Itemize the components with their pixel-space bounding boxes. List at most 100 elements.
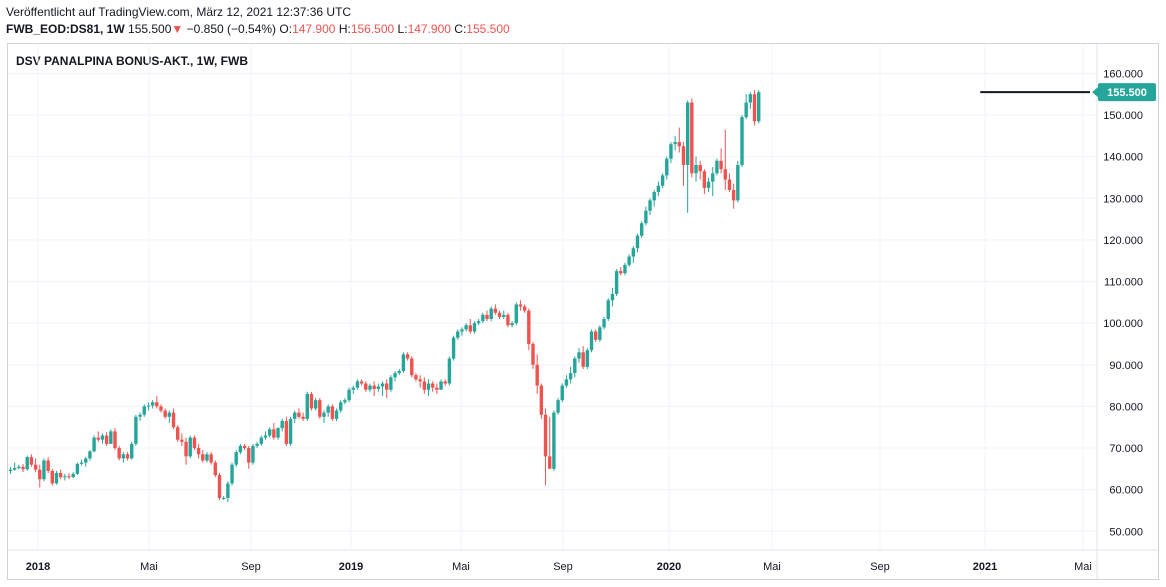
- candle-body: [581, 352, 585, 367]
- candle: [669, 142, 673, 163]
- candle: [25, 455, 29, 471]
- candle: [322, 410, 326, 424]
- candle-body: [196, 448, 201, 455]
- candle-body: [522, 306, 527, 311]
- candle-body: [510, 323, 514, 326]
- y-tick-label: 140.000: [1103, 152, 1143, 164]
- candle-body: [393, 373, 397, 378]
- candle-body: [167, 412, 172, 417]
- candle-body: [280, 420, 284, 429]
- candle-body: [234, 452, 238, 465]
- candle-body: [589, 331, 594, 351]
- candle: [63, 473, 67, 481]
- candle: [472, 321, 477, 334]
- candle-body: [21, 466, 25, 470]
- candle: [456, 329, 460, 340]
- candle-body: [740, 117, 744, 165]
- candle: [602, 316, 606, 330]
- candle-body: [702, 171, 707, 188]
- candle: [313, 398, 318, 411]
- candle-body: [230, 464, 234, 484]
- candle-body: [138, 414, 142, 417]
- candle: [493, 304, 498, 315]
- candle-body: [313, 400, 318, 409]
- candle-body: [669, 144, 673, 159]
- candle: [585, 348, 590, 369]
- candle: [757, 90, 761, 124]
- candle-body: [573, 358, 577, 374]
- candle: [251, 443, 255, 465]
- open-label: O:: [279, 22, 293, 36]
- candle: [272, 423, 276, 440]
- candle-body: [221, 497, 226, 499]
- candle: [167, 410, 172, 424]
- candle: [502, 310, 506, 319]
- candle: [677, 127, 681, 153]
- candle: [159, 404, 163, 413]
- candle: [422, 377, 427, 394]
- candle: [84, 457, 88, 467]
- candle-body: [493, 308, 498, 313]
- candle-body: [38, 469, 42, 480]
- down-arrow-icon: ▼: [171, 22, 184, 36]
- candle-body: [29, 457, 34, 465]
- candle-body: [552, 412, 556, 469]
- candle: [376, 383, 381, 392]
- candle: [656, 181, 661, 197]
- candle-body: [376, 386, 381, 389]
- candle-body: [17, 466, 21, 469]
- candle: [213, 460, 218, 478]
- candle: [598, 325, 602, 342]
- candle: [736, 160, 740, 203]
- low-label: L:: [397, 22, 408, 36]
- candle: [326, 404, 330, 417]
- candle-body: [447, 358, 452, 384]
- candle-body: [75, 463, 80, 474]
- candle-body: [305, 393, 309, 419]
- candle: [184, 437, 188, 465]
- candle-body: [619, 271, 623, 274]
- candle-body: [502, 314, 506, 317]
- candle: [527, 308, 531, 351]
- close-value: 155.500: [466, 22, 510, 36]
- candle-body: [368, 385, 372, 390]
- candle-body: [259, 437, 263, 444]
- candle-body: [334, 410, 339, 419]
- candle: [447, 356, 452, 386]
- x-tick-label: Mai: [1074, 561, 1092, 573]
- candle-body: [439, 381, 443, 390]
- candle: [426, 379, 431, 396]
- candle-body: [58, 472, 63, 478]
- candle: [752, 90, 757, 126]
- candle-body: [430, 383, 435, 388]
- candle: [21, 463, 25, 473]
- candle: [385, 379, 389, 399]
- candle: [418, 375, 422, 388]
- candle: [581, 346, 585, 369]
- candle-body: [715, 160, 719, 174]
- candle-body: [54, 472, 59, 484]
- y-tick-label: 110.000: [1104, 277, 1143, 289]
- candle: [12, 462, 17, 471]
- candle-body: [414, 375, 418, 380]
- candle-body: [410, 358, 414, 376]
- candle: [171, 408, 176, 430]
- candle: [489, 306, 493, 322]
- close-label: C:: [454, 22, 467, 36]
- candle-body: [134, 416, 138, 444]
- candle-body: [301, 416, 305, 419]
- candle: [439, 379, 443, 390]
- candle-body: [535, 364, 539, 386]
- candle-body: [67, 476, 71, 478]
- candle: [485, 310, 489, 322]
- candle: [531, 341, 535, 369]
- candle: [435, 383, 439, 394]
- candle-body: [117, 448, 121, 459]
- candle-body: [648, 200, 652, 211]
- candle-body: [276, 428, 280, 438]
- candle-body: [100, 435, 105, 440]
- chart-frame[interactable]: [7, 43, 1159, 580]
- candle-body: [598, 327, 602, 340]
- candle-body: [104, 435, 109, 444]
